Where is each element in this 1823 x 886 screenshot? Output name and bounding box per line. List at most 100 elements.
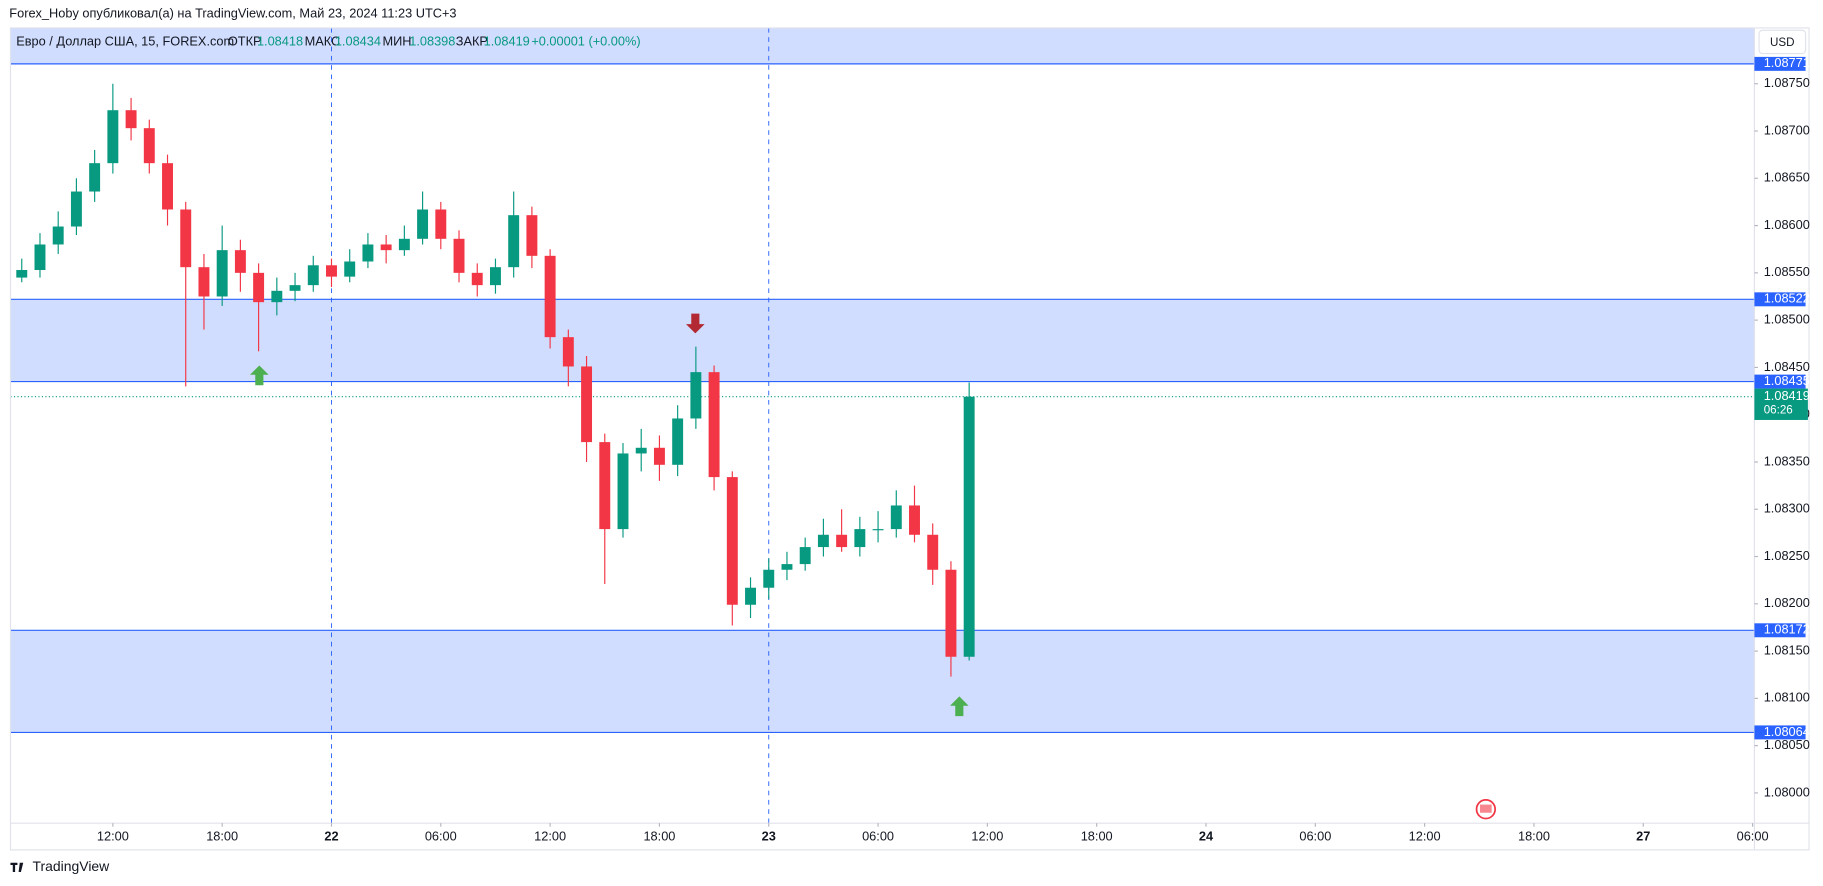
- candle-body: [16, 270, 28, 278]
- close-value: 1.08419: [484, 33, 530, 48]
- frame: [9, 27, 1810, 851]
- background: [10, 27, 1755, 824]
- candle-body: [854, 529, 866, 548]
- y-tick-label: 1.08200: [1764, 595, 1810, 610]
- candle-body: [289, 285, 301, 291]
- signal-arrow: [250, 365, 269, 386]
- candle-body: [216, 250, 228, 297]
- x-tick-label: 12:00: [534, 829, 566, 844]
- high-label: МАКС: [305, 33, 341, 48]
- candle-body: [690, 372, 702, 419]
- candle-body: [745, 587, 756, 605]
- candle-body: [508, 215, 520, 268]
- level-label: 1.08435: [1764, 373, 1810, 388]
- x-tick-label: 22: [324, 829, 338, 844]
- candle-body: [70, 191, 82, 227]
- low-label: МИН: [383, 33, 412, 48]
- candle-body: [763, 569, 775, 588]
- candle-body: [872, 529, 884, 531]
- plot: [16, 83, 975, 717]
- y-tick-label: 1.08450: [1764, 359, 1810, 374]
- x-tick-label: 06:00: [862, 829, 894, 844]
- level-label: 1.08064: [1764, 724, 1810, 739]
- x-tick-label: 18:00: [643, 829, 675, 844]
- y-tick-label: 1.08650: [1764, 170, 1810, 185]
- y-tick-label: 1.08350: [1764, 453, 1810, 468]
- candle-body: [398, 238, 410, 251]
- candle-body: [635, 447, 647, 454]
- y-tick-label: 1.08600: [1764, 217, 1810, 232]
- y-tick-label: 1.08500: [1764, 312, 1810, 327]
- last-price-label: 1.08419: [1764, 388, 1810, 403]
- level-label-box: [1754, 623, 1806, 638]
- candle-body: [599, 442, 611, 530]
- signal-arrow: [686, 313, 705, 334]
- x-tick-label: 18:00: [1518, 829, 1550, 844]
- level-label-box: [1754, 725, 1806, 740]
- candle-body: [489, 267, 501, 286]
- candle-body: [471, 272, 483, 286]
- x-tick-label: 18:00: [1081, 829, 1113, 844]
- y-tick-label: 1.08750: [1764, 75, 1810, 90]
- currency[interactable]: USD: [1770, 36, 1795, 49]
- x-tick-label: 06:00: [425, 829, 457, 844]
- candle-body: [963, 396, 975, 657]
- brand: TradingView: [33, 858, 111, 874]
- candle-body: [162, 163, 173, 210]
- candle-body: [544, 255, 556, 338]
- y-tick-label: 1.08300: [1764, 501, 1810, 516]
- candle-body: [435, 209, 447, 239]
- x-tick-label: 12:00: [971, 829, 1003, 844]
- countdown: 06:26: [1764, 404, 1793, 417]
- signal-arrow: [950, 696, 969, 717]
- level-label-box: [1754, 56, 1806, 71]
- x-tick-label: 12:00: [1409, 829, 1441, 844]
- x-tick-label: 12:00: [97, 829, 129, 844]
- candle-body: [817, 534, 829, 548]
- low-value: 1.08398: [409, 33, 455, 48]
- x-tick-label: 06:00: [1737, 829, 1769, 844]
- x-tick-label: 06:00: [1299, 829, 1331, 844]
- change: +0.00001 (+0.00%): [531, 33, 640, 48]
- high-value: 1.08434: [335, 33, 381, 48]
- y-tick-label: 1.08050: [1764, 737, 1810, 752]
- y-tick-label: 1.08150: [1764, 642, 1810, 657]
- last-price-box: [1754, 388, 1808, 420]
- currency-button[interactable]: [1758, 29, 1807, 55]
- candle-body: [307, 265, 319, 286]
- open-label: ОТКР: [228, 33, 262, 48]
- level-label: 1.08771: [1764, 55, 1810, 70]
- candle-body: [909, 505, 920, 535]
- candle-body: [526, 215, 538, 256]
- candle-body: [927, 534, 939, 570]
- candle-body: [344, 261, 356, 277]
- y-tick-label: 1.08250: [1764, 548, 1810, 563]
- zone: [10, 630, 1755, 733]
- event-icon[interactable]: [1475, 799, 1497, 820]
- y-tick-label: 1.08100: [1764, 690, 1810, 705]
- x-tick-label: 24: [1199, 829, 1214, 844]
- candle-body: [380, 244, 392, 251]
- candle-body: [362, 244, 374, 262]
- candle-body: [34, 244, 46, 271]
- candle-body: [89, 163, 101, 192]
- x-tick-label: 18:00: [206, 829, 238, 844]
- candle-body: [653, 447, 665, 465]
- candle-body: [417, 209, 429, 239]
- candle-body: [581, 366, 593, 443]
- candle-body: [326, 265, 337, 277]
- y-tick-label: 1.08700: [1764, 122, 1810, 137]
- published-line: Forex_Hoby опубликовал(а) на TradingView…: [9, 5, 456, 20]
- candle-body: [125, 110, 137, 129]
- x-tick-label: 27: [1636, 829, 1650, 844]
- candle-body: [180, 209, 192, 268]
- brand-logo: [10, 862, 24, 873]
- candle-body: [253, 272, 265, 303]
- candle-body: [198, 267, 210, 297]
- level-label: 1.08522: [1764, 291, 1810, 306]
- candle-body: [107, 110, 119, 164]
- candle-body: [781, 564, 793, 570]
- level-label-box: [1754, 292, 1806, 307]
- candle-body: [562, 337, 574, 367]
